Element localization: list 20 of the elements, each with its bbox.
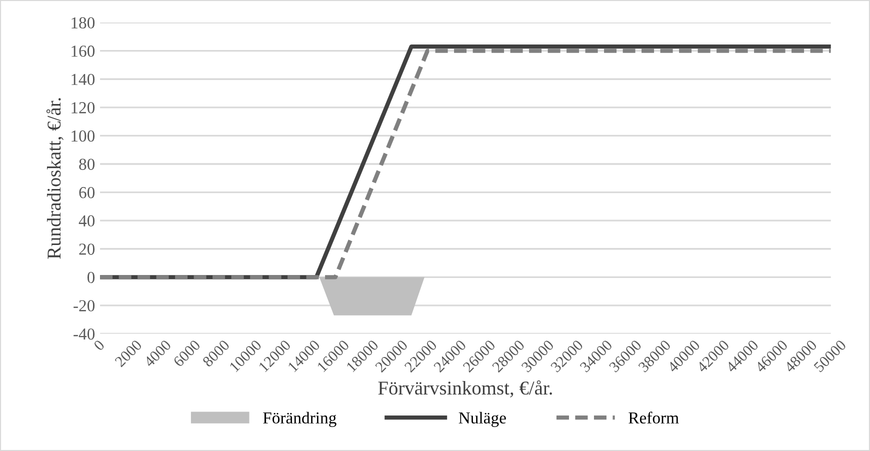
y-tick-label: 40 [78, 215, 95, 227]
y-tick-label: 180 [72, 17, 95, 28]
y-tick-label: 60 [79, 186, 95, 198]
y-tick-label: 160 [72, 46, 95, 57]
y-tick-label: 0 [87, 272, 95, 284]
y-tick-label: 100 [72, 130, 95, 142]
legend-label: Reform [628, 412, 679, 424]
y-tick-label: -40 [74, 328, 95, 340]
y-tick-label: 20 [79, 244, 95, 255]
y-axis-title: Rundradioskatt, €/år. [46, 98, 64, 259]
y-tick-label: 140 [72, 74, 95, 86]
x-tick-label: 0 [93, 339, 106, 352]
x-tick-label: 4000 [143, 339, 172, 368]
x-axis-title: Förvärvsinkomst, €/år. [378, 380, 552, 398]
y-tick-label: 80 [79, 158, 95, 170]
x-tick-label: 6000 [172, 339, 201, 368]
legend-label: Förändring [263, 412, 336, 427]
legend-label: Nuläge [458, 412, 506, 427]
y-tick-label: -20 [74, 300, 95, 312]
y-tick-label: 120 [72, 102, 95, 114]
